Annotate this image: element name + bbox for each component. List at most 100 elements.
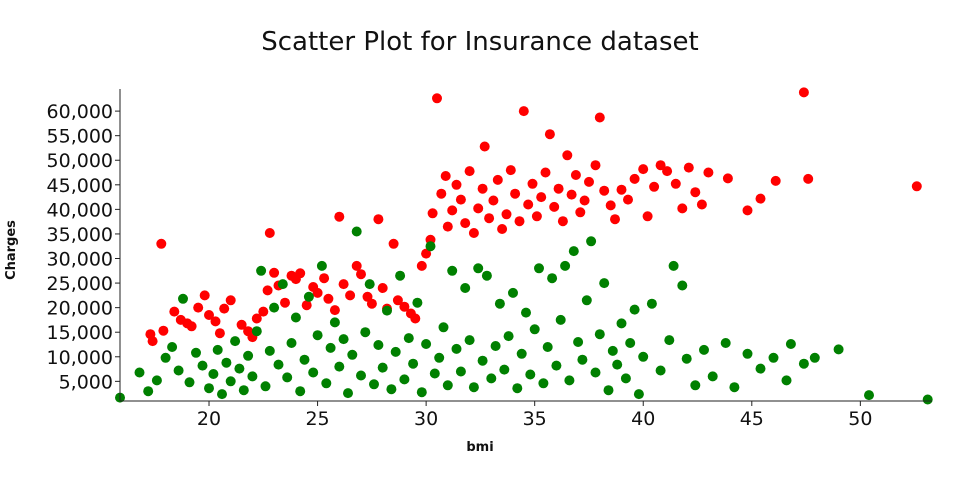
green-point (316, 260, 327, 271)
green-point (230, 336, 241, 347)
red-point (351, 260, 362, 271)
green-point (191, 347, 201, 358)
red-point (312, 287, 323, 298)
red-point (629, 173, 640, 184)
red-point (518, 106, 529, 117)
red-point (169, 306, 180, 317)
red-point (427, 208, 438, 219)
red-point (544, 129, 555, 140)
green-point (134, 367, 145, 378)
green-point (197, 360, 208, 371)
green-point (681, 353, 692, 364)
x-tick-label: 30 (414, 408, 438, 430)
green-point (399, 374, 410, 385)
green-point (798, 358, 809, 369)
red-point (649, 181, 660, 192)
red-point (670, 178, 681, 189)
red-point (549, 201, 560, 212)
green-point (742, 348, 753, 359)
x-tick-label: 20 (197, 408, 221, 430)
y-tick-label: 10,000 (47, 347, 113, 369)
red-point (399, 301, 410, 312)
red-point (662, 166, 673, 177)
red-point (338, 279, 349, 290)
green-point (286, 338, 297, 348)
green-point (408, 358, 419, 369)
red-point (655, 160, 666, 171)
green-point (481, 270, 492, 281)
green-point (568, 246, 579, 257)
green-point (503, 331, 514, 342)
red-point (388, 238, 399, 249)
red-point (575, 207, 586, 218)
red-point (468, 228, 479, 238)
green-point (151, 375, 162, 386)
green-point (755, 363, 766, 374)
green-point (690, 380, 701, 391)
red-point (366, 298, 377, 309)
red-point (219, 303, 230, 314)
points-layer (115, 87, 933, 405)
green-point (412, 297, 423, 308)
x-tick-label: 25 (305, 408, 329, 430)
red-point (911, 181, 922, 192)
green-point (468, 382, 479, 393)
red-point (566, 189, 577, 200)
chart-title: Scatter Plot for Insurance dataset (261, 27, 698, 57)
red-point (210, 316, 221, 327)
red-point (464, 166, 475, 177)
green-point (594, 329, 605, 340)
green-point (217, 389, 227, 400)
green-point (477, 355, 488, 366)
red-point (199, 290, 210, 301)
red-point (236, 319, 247, 330)
red-point (214, 328, 225, 339)
x-tick-label: 45 (740, 408, 764, 430)
green-point (438, 322, 449, 333)
green-point (677, 280, 688, 291)
green-point (542, 342, 553, 352)
red-point (527, 178, 538, 189)
y-tick-label: 15,000 (47, 322, 113, 344)
green-point (299, 354, 310, 365)
red-point (451, 179, 462, 190)
green-point (303, 291, 314, 302)
green-point (373, 340, 384, 350)
red-point (416, 260, 427, 271)
green-point (720, 338, 731, 348)
x-tick-label: 35 (523, 408, 547, 430)
green-point (360, 327, 371, 338)
x-tick-label: 40 (631, 408, 655, 430)
green-point (655, 365, 666, 376)
green-point (508, 287, 518, 298)
green-point (538, 378, 549, 389)
red-point (473, 203, 484, 214)
green-point (290, 312, 301, 323)
green-point (490, 341, 501, 351)
green-point (809, 352, 820, 363)
green-point (620, 373, 631, 384)
red-point (638, 164, 649, 175)
y-tick-label: 50,000 (47, 150, 113, 172)
green-point (390, 346, 401, 357)
green-point (629, 304, 640, 315)
red-point (477, 183, 488, 194)
red-point (492, 174, 503, 185)
green-point (494, 298, 505, 309)
y-tick-label: 20,000 (47, 298, 113, 320)
red-point (616, 184, 627, 195)
green-point (455, 366, 466, 377)
green-point (625, 338, 636, 348)
red-point (204, 310, 214, 320)
green-point (273, 359, 284, 370)
red-point (683, 162, 694, 173)
red-point (432, 93, 442, 104)
red-point (251, 313, 262, 324)
green-point (334, 361, 345, 372)
y-tick-label: 5,000 (59, 371, 113, 393)
red-point (623, 194, 633, 205)
green-point (221, 357, 232, 368)
green-point (277, 279, 288, 290)
green-point (295, 386, 306, 397)
green-point (499, 364, 510, 375)
